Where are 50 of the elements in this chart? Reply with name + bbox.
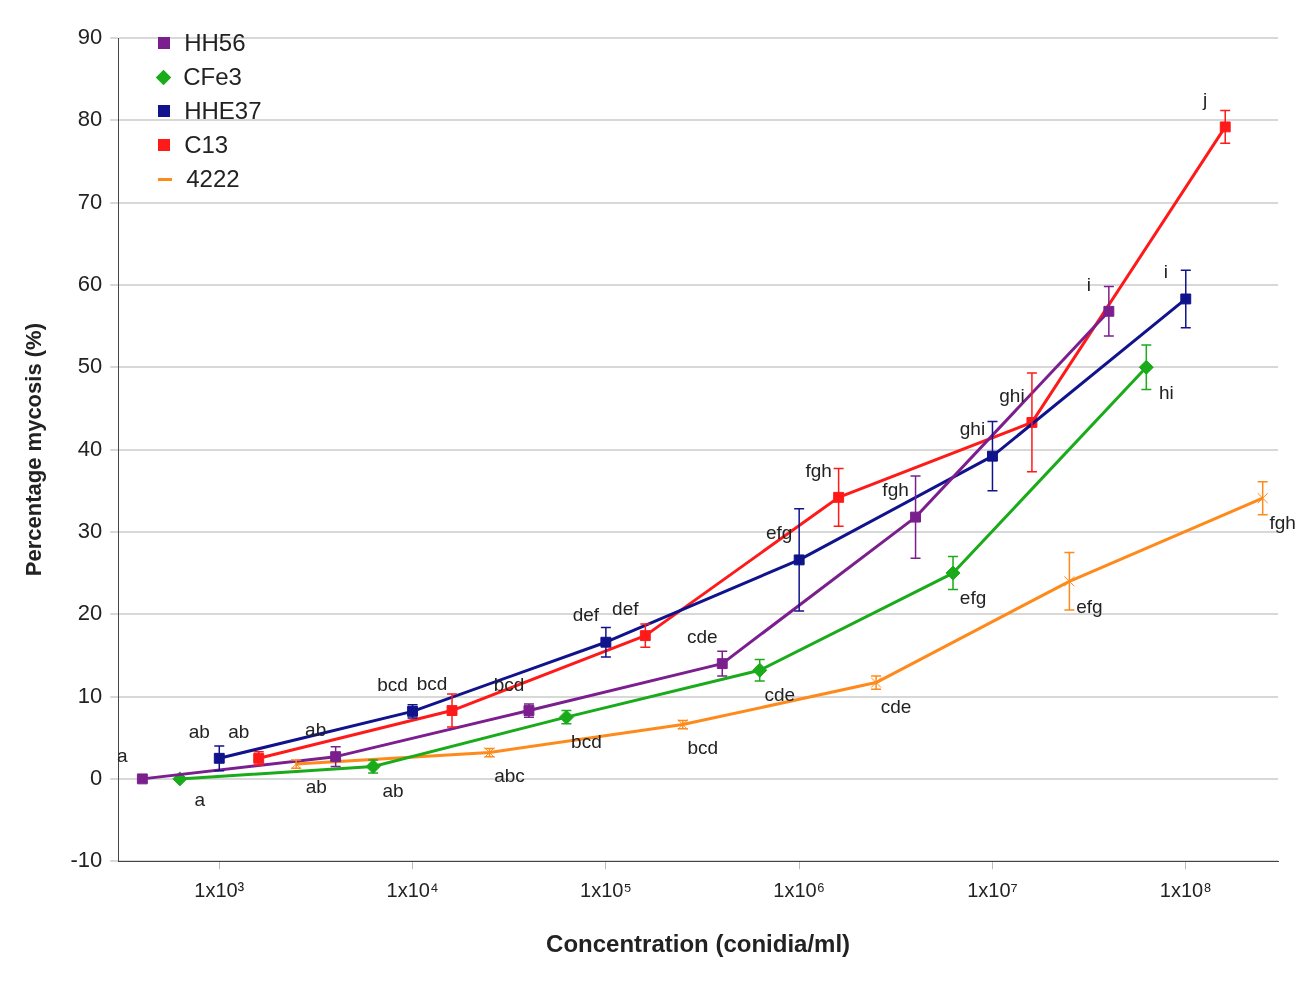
annotation: ab bbox=[228, 721, 250, 743]
y-tick-label: 40 bbox=[77, 435, 103, 461]
x-tick-label: 1x10⁷ bbox=[967, 878, 1018, 901]
annotation: cde bbox=[686, 625, 718, 647]
annotation: hi bbox=[1158, 381, 1174, 403]
legend-label: HH56 bbox=[184, 28, 246, 58]
annotation: efg bbox=[959, 587, 987, 609]
y-tick-label: 60 bbox=[77, 271, 103, 297]
annotation: a bbox=[194, 789, 206, 811]
annotation: cde bbox=[880, 696, 912, 717]
annotation: ghi bbox=[999, 384, 1025, 406]
annotation: ab bbox=[305, 776, 327, 798]
annotation: def bbox=[572, 604, 600, 626]
y-tick-label: 10 bbox=[77, 682, 103, 708]
y-tick-label: 50 bbox=[77, 353, 103, 379]
legend-label: C13 bbox=[184, 130, 229, 160]
annotation: i bbox=[1086, 273, 1091, 295]
annotation: efg bbox=[1076, 595, 1103, 617]
x-tick-label: 1x10⁴ bbox=[386, 878, 439, 901]
annotation: j bbox=[1202, 89, 1208, 111]
y-tick-label: 0 bbox=[89, 764, 103, 790]
legend-label: HHE37 bbox=[184, 96, 262, 126]
x-tick-label: 1x10⁵ bbox=[580, 878, 632, 901]
annotation: bcd bbox=[377, 674, 408, 696]
x-tick-label: 1x10⁶ bbox=[773, 878, 825, 901]
annotation: ab bbox=[382, 779, 404, 801]
y-tick-label: 90 bbox=[77, 24, 103, 50]
x-tick-label: 1x10⁸ bbox=[1159, 878, 1212, 901]
x-axis-title: Concentration (conidia/ml) bbox=[546, 930, 851, 958]
y-axis-title: Percentage mycosis (%) bbox=[21, 323, 47, 577]
y-tick-label: -10 bbox=[70, 847, 103, 873]
annotation: ghi bbox=[959, 418, 986, 440]
y-tick-label: 20 bbox=[77, 600, 103, 626]
annotation: ab bbox=[188, 720, 210, 742]
y-tick-label: 70 bbox=[77, 188, 103, 214]
legend-label: 4222 bbox=[186, 164, 240, 194]
annotation: fgh bbox=[805, 459, 832, 481]
annotation: bcd bbox=[687, 736, 719, 758]
annotation: fgh bbox=[1269, 512, 1296, 534]
annotation: i bbox=[1163, 261, 1168, 283]
annotation: fgh bbox=[882, 479, 909, 501]
y-tick-label: 30 bbox=[77, 517, 103, 543]
annotation: bcd bbox=[416, 672, 448, 694]
y-tick-label: 80 bbox=[77, 106, 103, 132]
annotation: efg bbox=[765, 522, 793, 544]
annotation: def bbox=[612, 597, 640, 619]
legend-label: CFe3 bbox=[183, 62, 242, 92]
annotation: abc bbox=[494, 764, 525, 786]
annotation: cde bbox=[764, 684, 796, 706]
x-tick-label: 1x10³ bbox=[194, 878, 245, 901]
